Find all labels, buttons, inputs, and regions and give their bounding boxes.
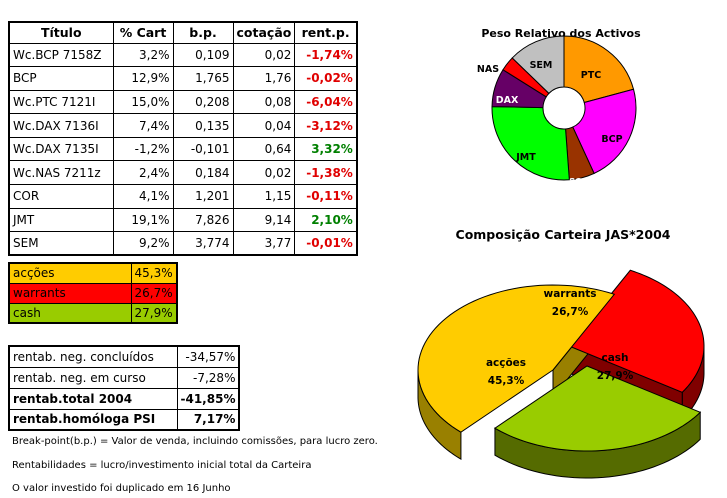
summary-row: rentab.homóloga PSI 7,17%	[8, 408, 240, 431]
donut-label: DAX	[496, 95, 519, 106]
summary-row: rentab. neg. em curso -7,28%	[8, 366, 240, 389]
pie3d-label: cash	[601, 352, 628, 364]
summary-label: rentab.homóloga PSI	[8, 408, 178, 431]
table-cell: 1,201	[172, 184, 234, 209]
table-row: COR 4,1% 1,201 1,15 -0,11%	[8, 184, 358, 209]
table-row: BCP 12,9% 1,765 1,76 -0,02%	[8, 66, 358, 91]
table-cell: 0,04	[232, 113, 296, 138]
table-cell: 4,1%	[112, 184, 174, 209]
pie3d-label: warrants	[544, 288, 597, 300]
donut-slice-sem	[511, 35, 565, 95]
table-row: Wc.DAX 7135I -1,2% -0,101 0,64 3,32%	[8, 136, 358, 162]
pie3d-label: acções	[486, 357, 526, 369]
summary-label: rentab. neg. concluídos	[8, 345, 178, 368]
table-cell: 1,765	[172, 66, 234, 91]
donut-label: NAS	[477, 64, 499, 75]
donut-slice-bcp	[572, 88, 637, 175]
table-cell: Wc.DAX 7135I	[8, 136, 114, 162]
table-cell: 0,02	[232, 160, 296, 186]
donut-label: SEM	[530, 60, 553, 71]
table-cell: -1,74%	[294, 42, 358, 68]
table-row: Wc.PTC 7121I 15,0% 0,208 0,08 -6,04%	[8, 89, 358, 115]
summary-value: 7,17%	[176, 408, 240, 431]
table-row: Wc.BCP 7158Z 3,2% 0,109 0,02 -1,74%	[8, 42, 358, 68]
allocation-label: warrants	[8, 282, 132, 304]
table-cell: -3,12%	[294, 113, 358, 138]
table-cell: -0,11%	[294, 184, 358, 209]
table-cell: 0,208	[172, 89, 234, 115]
table-cell: 15,0%	[112, 89, 174, 115]
table-cell: Wc.PTC 7121I	[8, 89, 114, 115]
table-cell: 1,76	[232, 66, 296, 91]
pie3d-value: 26,7%	[552, 306, 589, 318]
allocation-value: 26,7%	[130, 282, 178, 304]
summary-row: rentab. neg. concluídos -34,57%	[8, 345, 240, 368]
note-investment: O valor investido foi duplicado em 16 Ju…	[12, 483, 231, 494]
table-row: Wc.DAX 7136I 7,4% 0,135 0,04 -3,12%	[8, 113, 358, 138]
column-header: rent.p.	[294, 21, 358, 44]
note-break-point: Break-point(b.p.) = Valor de venda, incl…	[12, 436, 378, 447]
pie3d-value: 45,3%	[488, 375, 525, 387]
column-header: % Cart	[112, 21, 174, 44]
table-cell: 3,32%	[294, 136, 358, 162]
table-cell: 3,2%	[112, 42, 174, 68]
note-rentabilidades: Rentabilidades = lucro/investimento inic…	[12, 460, 312, 471]
table-cell: 0,135	[172, 113, 234, 138]
table-cell: 2,10%	[294, 207, 358, 233]
table-cell: Wc.DAX 7136I	[8, 113, 114, 138]
table-row: SEM 9,2% 3,774 3,77 -0,01%	[8, 231, 358, 256]
table-cell: BCP	[8, 66, 114, 91]
donut-chart-title: Peso Relativo dos Activos	[481, 27, 641, 40]
table-cell: Wc.BCP 7158Z	[8, 42, 114, 68]
column-header: cotação	[232, 21, 296, 44]
table-cell: JMT	[8, 207, 114, 233]
table-cell: 19,1%	[112, 207, 174, 233]
table-cell: 2,4%	[112, 160, 174, 186]
donut-label: COR	[568, 177, 591, 188]
pie3d-slice-warrants	[568, 269, 705, 393]
table-row: JMT 19,1% 7,826 9,14 2,10%	[8, 207, 358, 233]
allocation-label: cash	[8, 302, 132, 324]
table-cell: 3,774	[172, 231, 234, 256]
allocation-value: 27,9%	[130, 302, 178, 324]
table-cell: SEM	[8, 231, 114, 256]
allocation-row: cash 27,9%	[8, 302, 178, 324]
table-cell: 7,826	[172, 207, 234, 233]
portfolio-table: Título% Cart b.p. cotação rent.p. Wc.BCP 71…	[8, 21, 358, 257]
pie3d-chart-title: Composição Carteira JAS*2004	[456, 227, 671, 242]
returns-summary-table: rentab. neg. concluídos -34,57% rentab. ne…	[8, 345, 241, 431]
allocation-row: warrants 26,7%	[8, 282, 178, 304]
column-header: b.p.	[172, 21, 234, 44]
table-cell: 9,2%	[112, 231, 174, 256]
summary-label: rentab. neg. em curso	[8, 366, 178, 389]
table-cell: 3,77	[232, 231, 296, 256]
pie3d-slice-acções	[417, 284, 616, 433]
table-cell: 7,4%	[112, 113, 174, 138]
allocation-table: acções 45,3% warrants 26,7% cash 27,9%	[8, 262, 178, 324]
summary-value: -41,85%	[176, 387, 240, 410]
table-cell: 0,109	[172, 42, 234, 68]
donut-label: BCP	[601, 134, 622, 145]
allocation-row: acções 45,3%	[8, 262, 178, 284]
pie3d-slice-cash	[493, 365, 702, 452]
column-header: Título	[8, 21, 114, 44]
allocation-value: 45,3%	[130, 262, 178, 284]
table-cell: -0,101	[172, 136, 234, 162]
donut-label: PTC	[581, 70, 601, 81]
donut-label: JMT	[515, 152, 536, 163]
donut-slice-ptc	[563, 35, 635, 104]
table-cell: -0,01%	[294, 231, 358, 256]
portfolio-header-row: Título% Cart b.p. cotação rent.p.	[8, 21, 358, 44]
table-cell: -0,02%	[294, 66, 358, 91]
table-cell: 0,02	[232, 42, 296, 68]
table-cell: -6,04%	[294, 89, 358, 115]
pie3d-value: 27,9%	[597, 370, 634, 382]
donut-slice-jmt	[491, 106, 570, 181]
